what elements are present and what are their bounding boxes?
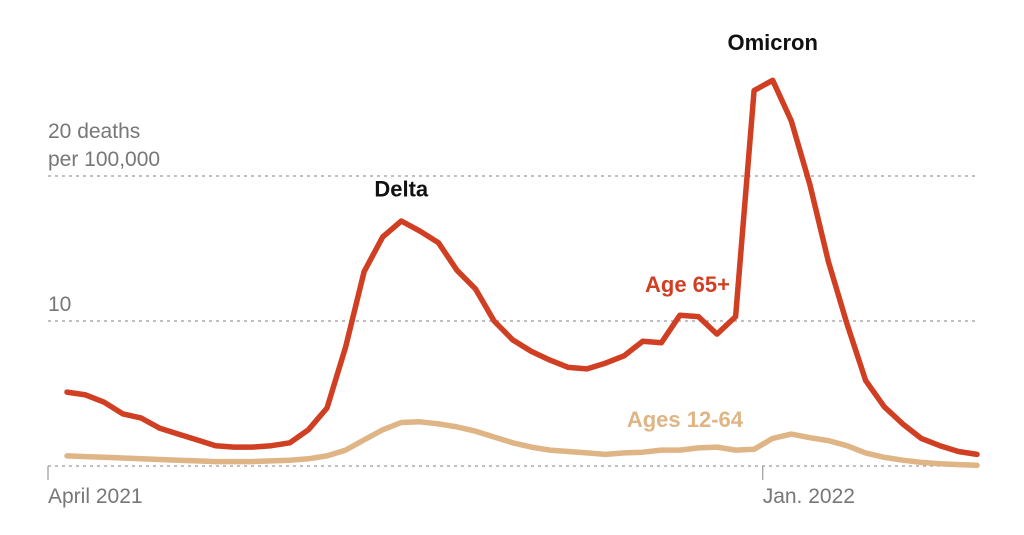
y-tick-label: 20 deaths [48, 120, 140, 143]
x-tick-label: April 2021 [48, 485, 143, 508]
y-tick-label: 10 [48, 293, 71, 316]
series-line-ages-12-64 [64, 419, 980, 469]
annotation-delta: Delta [374, 176, 429, 201]
series-line-age-65- [64, 77, 980, 458]
annotation-omicron: Omicron [727, 30, 817, 55]
annotations: Delta Omicron Age 65+ Ages 12-64 [374, 30, 818, 432]
x-tick-label: Jan. 2022 [763, 485, 855, 508]
y-tick-label: per 100,000 [48, 148, 160, 171]
annotation-ages-12-64: Ages 12-64 [627, 407, 744, 432]
annotation-age-65-: Age 65+ [645, 272, 730, 297]
gridlines [48, 175, 975, 467]
series [64, 77, 980, 469]
axes: 10 20 deaths per 100,000 April 2021 Jan. 202… [47, 120, 855, 508]
